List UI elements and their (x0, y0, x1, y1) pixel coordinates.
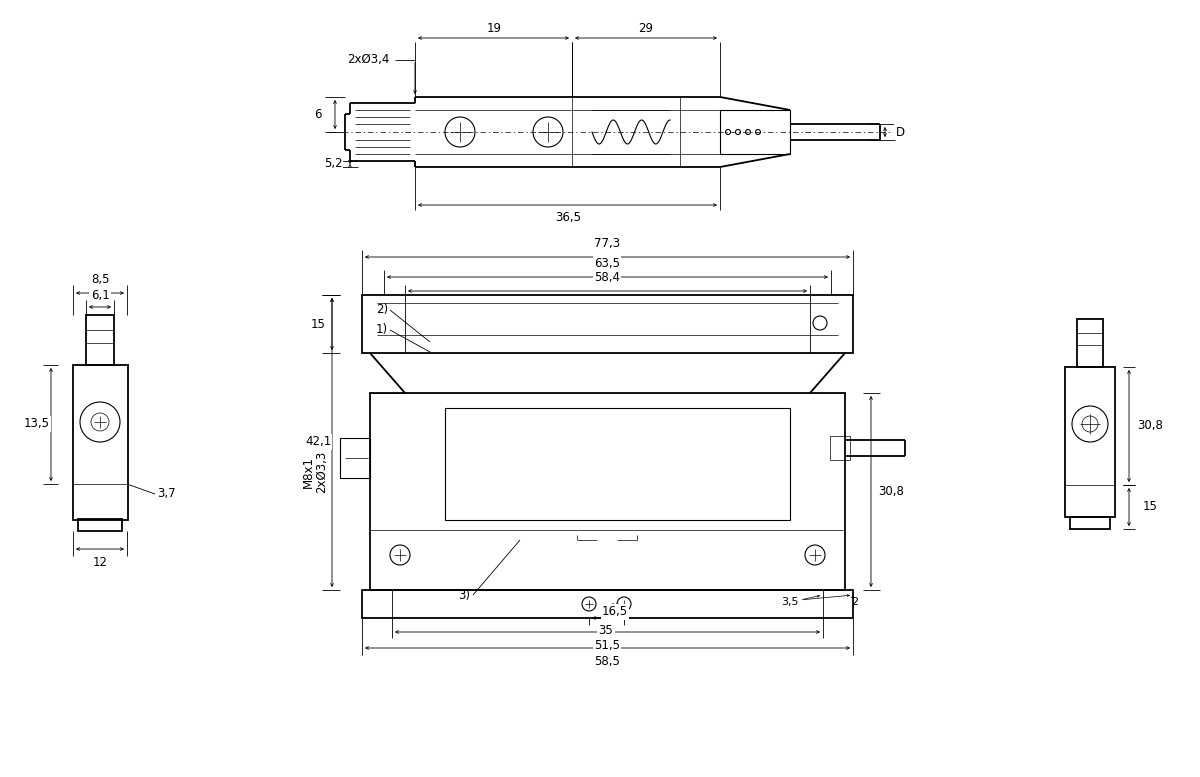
Bar (73, 365, 128, 520)
Bar (1066, 367, 1115, 517)
Bar (78, 519, 122, 531)
Text: 2: 2 (852, 597, 858, 607)
Text: 35: 35 (599, 623, 613, 636)
Text: 6,1: 6,1 (91, 288, 109, 301)
Text: 6: 6 (314, 107, 322, 120)
Text: 2): 2) (376, 304, 388, 316)
Text: 58,4: 58,4 (594, 270, 620, 284)
Text: 3): 3) (458, 588, 470, 601)
Text: 2xØ3,4: 2xØ3,4 (348, 54, 390, 67)
Text: 12: 12 (92, 556, 108, 570)
Text: 51,5: 51,5 (594, 639, 620, 651)
Text: 16,5: 16,5 (602, 605, 628, 618)
Bar (830, 436, 850, 460)
Text: 1): 1) (376, 323, 388, 336)
Text: 3,5: 3,5 (781, 597, 799, 607)
Text: 63,5: 63,5 (594, 256, 620, 270)
Text: 15: 15 (1142, 500, 1158, 514)
Text: 15: 15 (311, 318, 325, 330)
Bar (362, 590, 853, 618)
Bar (445, 408, 790, 520)
Text: 5,2: 5,2 (324, 158, 342, 170)
Text: D: D (895, 126, 905, 138)
Bar (86, 315, 114, 365)
Text: 8,5: 8,5 (91, 274, 109, 287)
Text: 36,5: 36,5 (554, 211, 581, 225)
Text: 77,3: 77,3 (594, 236, 620, 249)
Bar (340, 438, 370, 478)
Text: 19: 19 (486, 22, 502, 34)
Text: 13,5: 13,5 (24, 417, 50, 430)
Bar (1078, 319, 1103, 367)
Bar (370, 393, 845, 590)
Text: 42,1: 42,1 (305, 435, 331, 448)
Text: 29: 29 (638, 22, 654, 34)
Text: 30,8: 30,8 (878, 485, 904, 497)
Text: 3,7: 3,7 (157, 487, 175, 500)
Text: 58,5: 58,5 (594, 656, 620, 668)
Text: 2xØ3,3: 2xØ3,3 (316, 451, 329, 493)
Bar (720, 110, 790, 154)
Bar (362, 295, 853, 353)
Text: M8x1: M8x1 (301, 456, 314, 488)
Text: 30,8: 30,8 (1138, 420, 1163, 433)
Bar (1070, 517, 1110, 529)
